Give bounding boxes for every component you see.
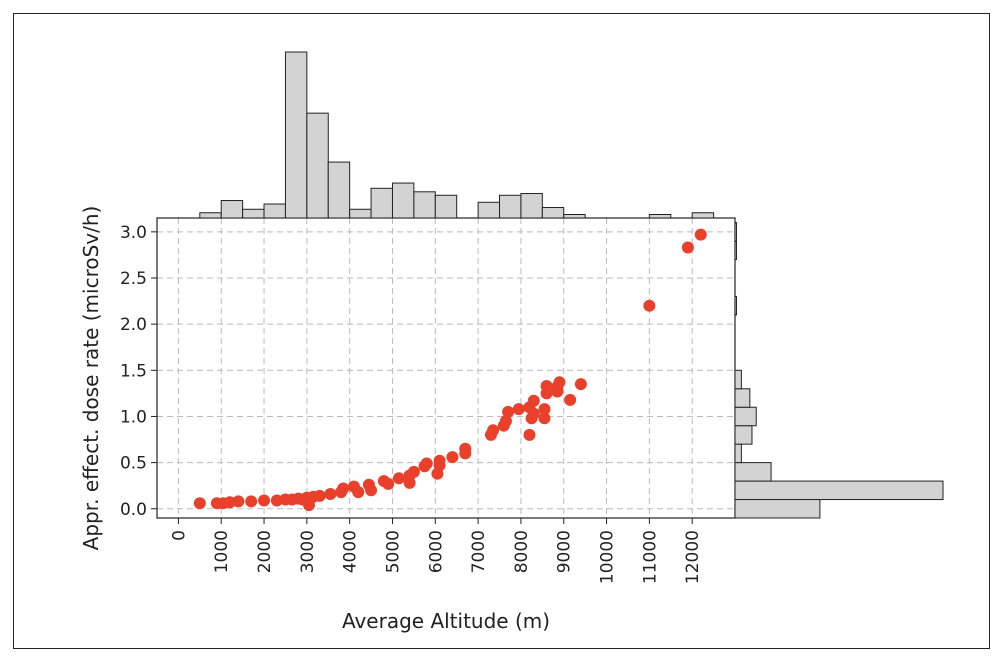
data-point <box>553 376 566 389</box>
x-histogram-bar <box>520 193 543 219</box>
scatter-points <box>193 228 707 512</box>
y-axis: 0.0 0.5 1.0 1.5 2.0 2.5 3.0 <box>120 223 157 520</box>
data-point <box>681 241 694 254</box>
x-tick-label: 6000 <box>426 530 446 573</box>
x-tick-label: 1000 <box>212 530 232 573</box>
x-histogram <box>199 51 715 219</box>
data-point <box>502 405 515 418</box>
y-tick-label: 0.5 <box>120 454 147 474</box>
y-tick-label: 2.5 <box>120 269 147 289</box>
data-point <box>564 393 577 406</box>
x-histogram-bar <box>242 208 265 219</box>
data-point <box>245 495 258 508</box>
x-histogram-bar <box>499 194 522 219</box>
x-histogram-bar <box>284 51 308 219</box>
x-tick-label: 12000 <box>683 530 703 584</box>
y-tick-label: 0.0 <box>120 500 147 520</box>
figure-frame <box>13 13 990 649</box>
data-point <box>258 494 271 507</box>
data-point <box>643 299 656 312</box>
x-histogram-bar <box>306 112 329 219</box>
x-histogram-bar <box>691 212 715 219</box>
x-histogram-bar <box>477 201 501 219</box>
data-point <box>392 472 405 485</box>
x-tick-label: 5000 <box>383 530 403 573</box>
y-tick-label: 1.5 <box>120 361 147 381</box>
x-histogram-bar <box>563 214 586 219</box>
data-point <box>324 488 337 500</box>
y-histogram-bar <box>734 462 772 482</box>
x-histogram-bar <box>263 203 286 219</box>
x-tick-label: 8000 <box>512 530 532 573</box>
x-tick-label: 11000 <box>640 530 660 584</box>
data-point <box>382 477 395 490</box>
x-tick-label: 7000 <box>469 530 489 573</box>
y-histogram-bar <box>734 406 757 427</box>
y-tick-label: 1.0 <box>120 407 147 427</box>
data-point <box>433 454 446 467</box>
data-point <box>420 457 433 470</box>
y-tick-label: 2.0 <box>120 315 147 335</box>
x-histogram-bar <box>327 161 351 219</box>
x-tick-label: 2000 <box>255 530 275 573</box>
x-histogram-bar <box>391 182 415 219</box>
x-tick-label: 4000 <box>341 530 361 573</box>
data-point <box>574 378 587 391</box>
x-histogram-bar <box>199 212 222 219</box>
x-axis: 0 1000 2000 3000 4000 5000 6000 7000 8000 9000 100… <box>169 518 703 584</box>
x-histogram-bar <box>434 194 458 219</box>
y-histogram-bar <box>734 480 944 501</box>
y-histogram-bar <box>734 388 751 408</box>
data-point <box>538 403 551 416</box>
data-point <box>232 495 245 508</box>
data-point <box>193 497 206 510</box>
x-tick-label: 0 <box>169 530 189 541</box>
x-tick-label: 10000 <box>598 530 618 584</box>
data-point <box>527 394 540 407</box>
data-point <box>446 451 459 464</box>
y-histogram-bar <box>734 499 821 519</box>
plot-area <box>156 217 736 519</box>
y-histogram-bar <box>734 240 737 261</box>
x-histogram-bar <box>370 187 393 219</box>
x-histogram-bar <box>413 191 436 219</box>
y-histogram-bar <box>734 443 742 464</box>
data-point <box>527 407 540 420</box>
grid <box>157 218 735 518</box>
data-point <box>499 415 512 428</box>
y-histogram <box>734 222 944 519</box>
data-point <box>487 424 500 437</box>
x-tick-label: 9000 <box>555 530 575 573</box>
data-point <box>512 403 525 416</box>
data-point <box>694 228 707 241</box>
x-histogram-bar <box>349 208 372 219</box>
x-tick-label: 3000 <box>298 530 318 573</box>
y-tick-label: 3.0 <box>120 223 147 243</box>
data-point <box>337 482 350 495</box>
x-histogram-bar <box>648 214 672 219</box>
data-point <box>459 442 472 455</box>
data-point <box>407 465 420 478</box>
x-histogram-bar <box>220 200 244 219</box>
x-axis-label: Average Altitude (m) <box>342 609 550 633</box>
data-point <box>352 486 365 499</box>
x-histogram-bar <box>541 207 565 219</box>
y-histogram-bar <box>734 222 737 242</box>
y-histogram-bar <box>734 425 753 445</box>
data-point <box>313 489 326 502</box>
y-histogram-bar <box>734 369 742 390</box>
data-point <box>365 484 378 497</box>
y-histogram-bar <box>734 295 737 316</box>
data-point <box>523 428 536 441</box>
data-point <box>538 412 551 425</box>
y-axis-label: Appr. effect. dose rate (microSv/h) <box>79 206 103 551</box>
data-point <box>540 380 553 392</box>
